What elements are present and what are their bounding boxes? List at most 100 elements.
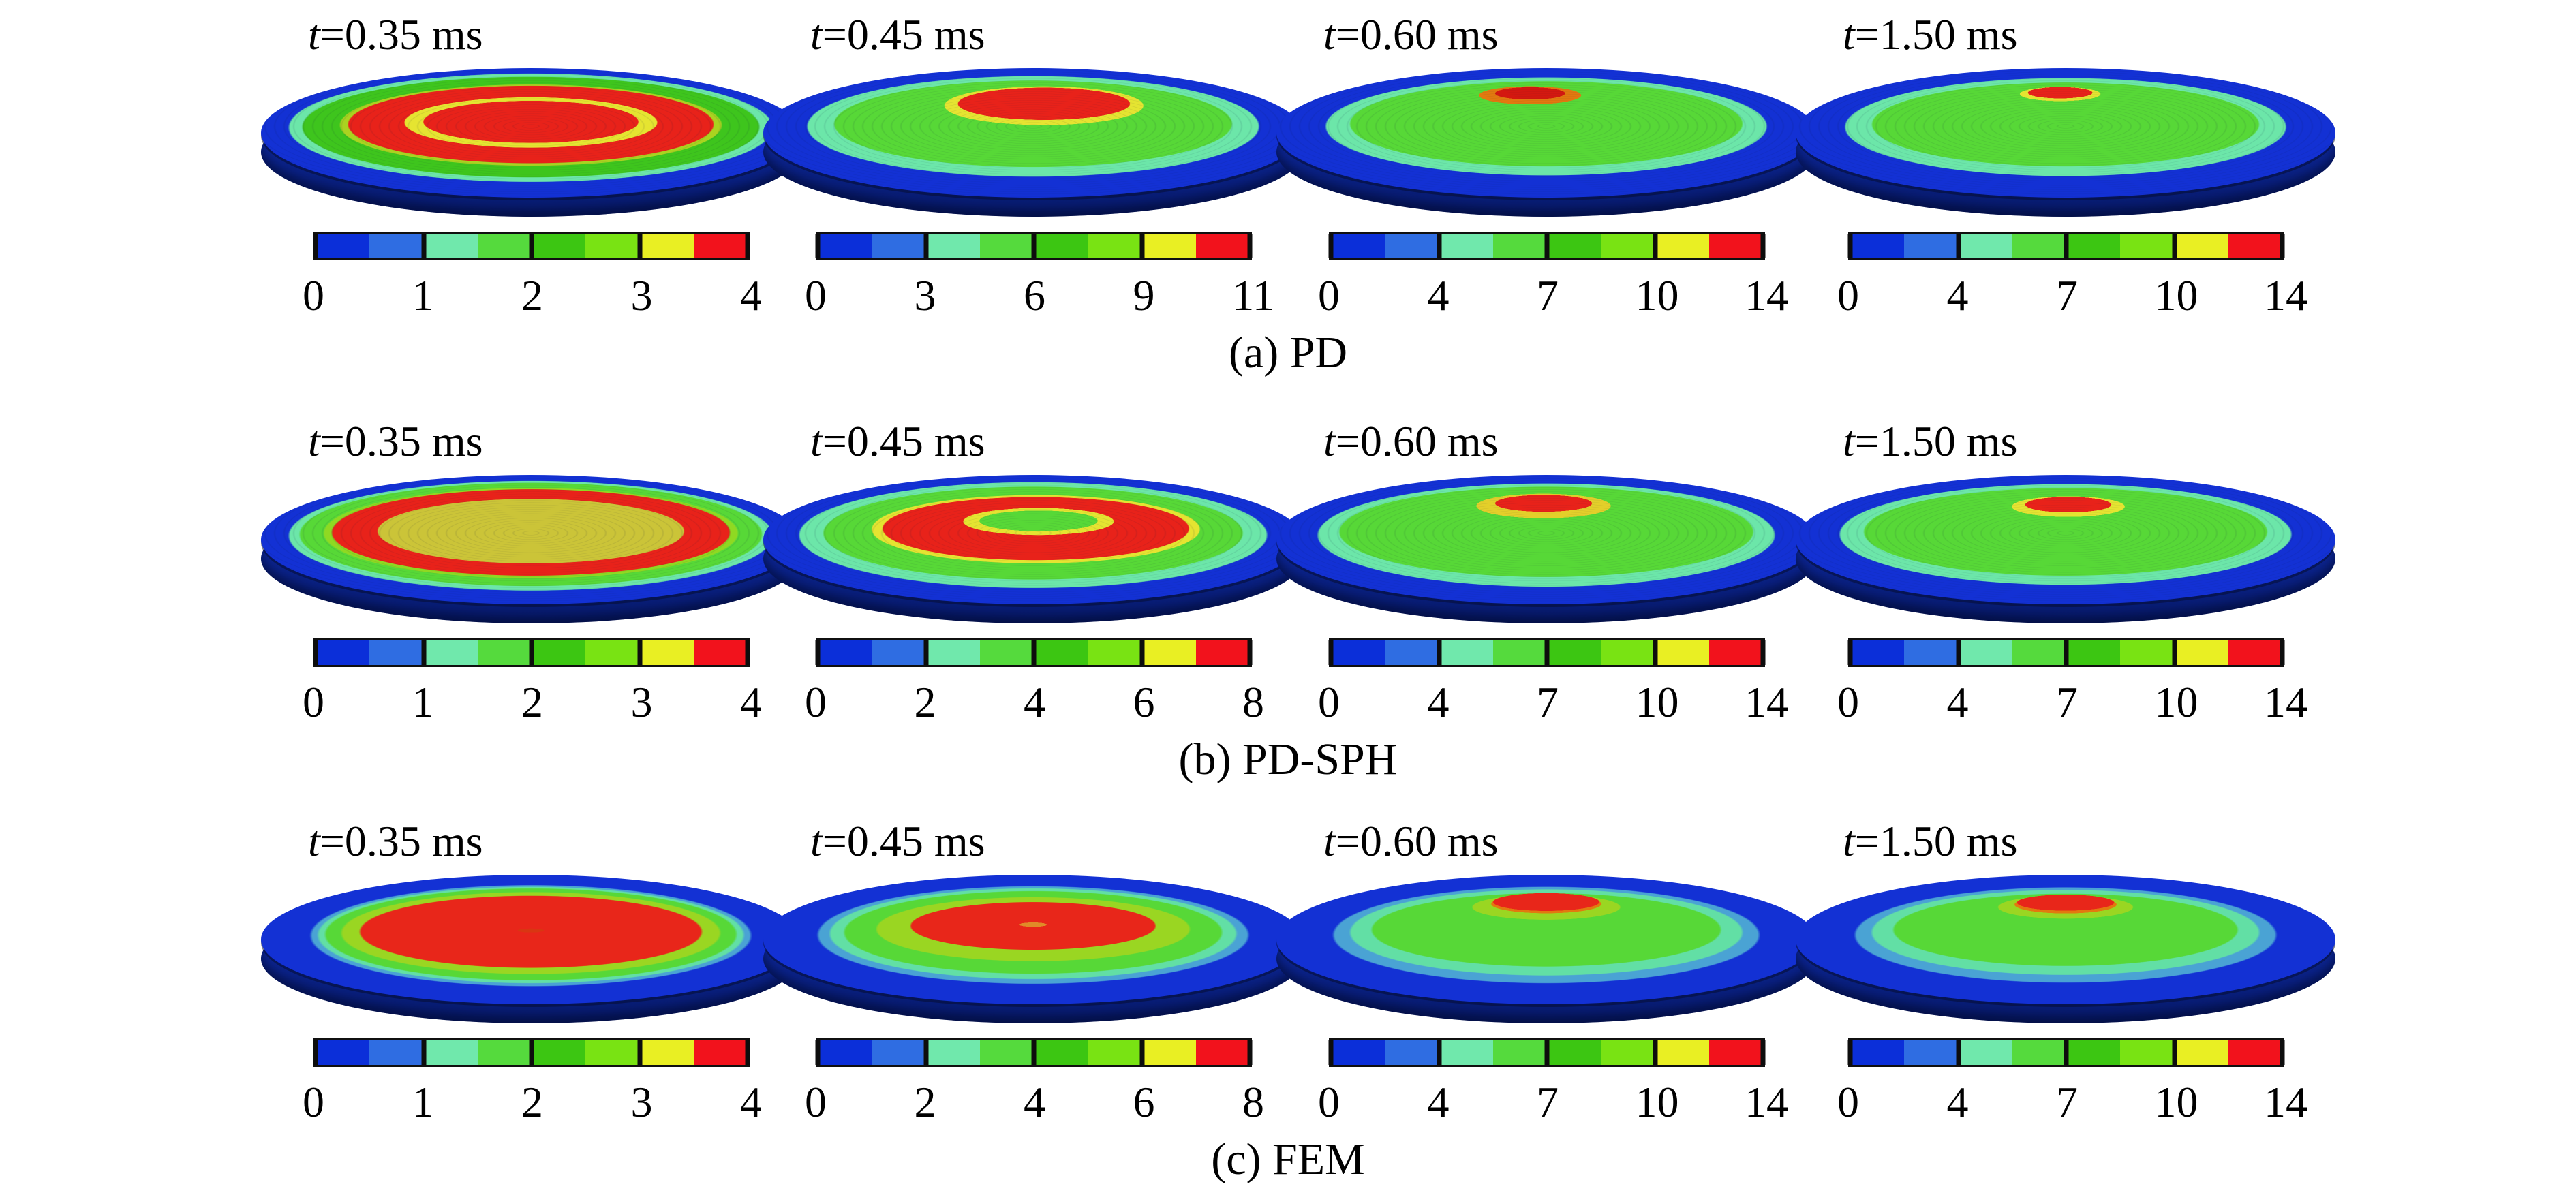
colorbar-segment (2174, 234, 2228, 258)
panel: t=0.45 ms 0 2 4 6 8 (761, 812, 1306, 1180)
colorbar-segment (1850, 234, 1905, 258)
colorbar-segment (1904, 640, 1959, 665)
colorbar-tick-label: 4 (1427, 271, 1450, 320)
colorbar-segment (818, 640, 872, 665)
colorbar-segment (1088, 1040, 1142, 1065)
colorbar-tick-label: 0 (303, 271, 324, 320)
colorbar-tick (2280, 1040, 2285, 1065)
colorbar-tick-labels: 0 2 4 6 8 (805, 675, 1264, 730)
colorbar-tick (1031, 640, 1037, 665)
colorbar-segment (1601, 640, 1655, 665)
colorbar-tick-labels: 0 4 7 10 14 (1837, 268, 2307, 323)
colorbar-segment (925, 640, 980, 665)
panel-time-label: t=1.50 ms (1843, 417, 2018, 465)
colorbar-tick (1760, 234, 1766, 258)
panel: t=0.60 ms 0 4 7 10 14 (1274, 812, 1820, 1180)
colorbar-tick (421, 1040, 426, 1065)
disk-contour-plot (259, 65, 804, 221)
colorbar-tick-label: 6 (1133, 1078, 1155, 1126)
colorbar-segment (585, 234, 640, 258)
colorbar-segment (585, 640, 640, 665)
disk-face (1796, 875, 2335, 1004)
colorbar-segment (316, 1040, 370, 1065)
colorbar-tick-labels: 0 3 6 9 11 (805, 268, 1274, 323)
colorbar-tick (923, 1040, 928, 1065)
colorbar-tick (2064, 1040, 2069, 1065)
colorbar-tick (1437, 1040, 1441, 1065)
colorbar-segment (532, 1040, 586, 1065)
colorbar-segment (2066, 640, 2121, 665)
colorbar-tick (1437, 234, 1441, 258)
colorbar-tick (313, 640, 318, 665)
colorbar-tick (2280, 234, 2285, 258)
colorbar-tick (745, 234, 750, 258)
colorbar-tick (1653, 640, 1657, 665)
panel-time-label: t=0.60 ms (1323, 417, 1499, 465)
colorbar-segment (1708, 640, 1763, 665)
colorbar (1847, 1038, 2285, 1067)
disk-face (261, 68, 801, 198)
panel: t=0.60 ms 0 4 7 10 14 (1274, 412, 1820, 780)
colorbar-tick-label: 4 (1946, 271, 1969, 320)
colorbar-segment (693, 1040, 748, 1065)
panel-time-label: t=0.35 ms (308, 817, 483, 865)
colorbar-segment (2012, 234, 2066, 258)
colorbar-segment (532, 234, 586, 258)
colorbar-tick-label: 2 (914, 678, 936, 726)
disk-contour-plot (259, 472, 804, 627)
colorbar-tick-label: 2 (521, 271, 543, 320)
disk-contour-plot (1794, 872, 2339, 1027)
disk-face (1276, 475, 1816, 604)
colorbar-tick (1247, 1040, 1253, 1065)
panel: t=1.50 ms 0 4 7 10 14 (1794, 412, 2339, 780)
panel: t=1.50 ms 0 4 7 10 14 (1794, 812, 2339, 1180)
colorbar-segment (1034, 234, 1088, 258)
panel-time-label: t=0.45 ms (810, 817, 985, 865)
colorbar-segment (979, 1040, 1034, 1065)
colorbar-segment (1141, 234, 1196, 258)
colorbar (313, 1038, 750, 1067)
colorbar-segment (1195, 234, 1250, 258)
colorbar-segment (2228, 640, 2282, 665)
disk-face (763, 875, 1303, 1004)
colorbar-segment (872, 1040, 926, 1065)
colorbar-tick-label: 4 (740, 678, 762, 726)
colorbar-tick-label: 0 (805, 678, 827, 726)
colorbar-segment (2174, 640, 2228, 665)
colorbar-segment (2012, 1040, 2066, 1065)
colorbar-segment (818, 1040, 872, 1065)
colorbar-tick-label: 0 (1318, 1078, 1340, 1126)
colorbar-segment (1601, 1040, 1655, 1065)
colorbar-segment (1331, 234, 1385, 258)
colorbar-segment (369, 640, 424, 665)
colorbar-tick (1956, 640, 1961, 665)
colorbar-tick-label: 3 (630, 1078, 653, 1126)
colorbar-segment (2120, 1040, 2175, 1065)
colorbar-tick (313, 1040, 318, 1065)
colorbar-tick-label: 0 (1837, 1078, 1859, 1126)
colorbar (815, 1038, 1253, 1067)
colorbar-segment (1655, 640, 1709, 665)
colorbar-segment (1850, 640, 1905, 665)
colorbar-tick-labels: 0 1 2 3 4 (303, 268, 762, 323)
colorbar-segment (1958, 234, 2012, 258)
colorbar-segment (1601, 234, 1655, 258)
colorbar-segment (369, 1040, 424, 1065)
panel-time-label: t=0.45 ms (810, 10, 985, 59)
colorbar (815, 232, 1253, 260)
colorbar (313, 638, 750, 667)
disk-face (261, 875, 801, 1004)
colorbar (313, 232, 750, 260)
colorbar-tick (923, 640, 928, 665)
row-caption: (b) PD-SPH (1178, 734, 1398, 784)
colorbar-segment (872, 234, 926, 258)
colorbar-segment (979, 234, 1034, 258)
colorbar-tick-label: 4 (1427, 1078, 1450, 1126)
colorbar-segment (979, 640, 1034, 665)
colorbar-segment (477, 640, 532, 665)
colorbar-segment (925, 1040, 980, 1065)
colorbar (1847, 638, 2285, 667)
colorbar-tick-label: 1 (412, 1078, 434, 1126)
colorbar-tick (529, 234, 534, 258)
